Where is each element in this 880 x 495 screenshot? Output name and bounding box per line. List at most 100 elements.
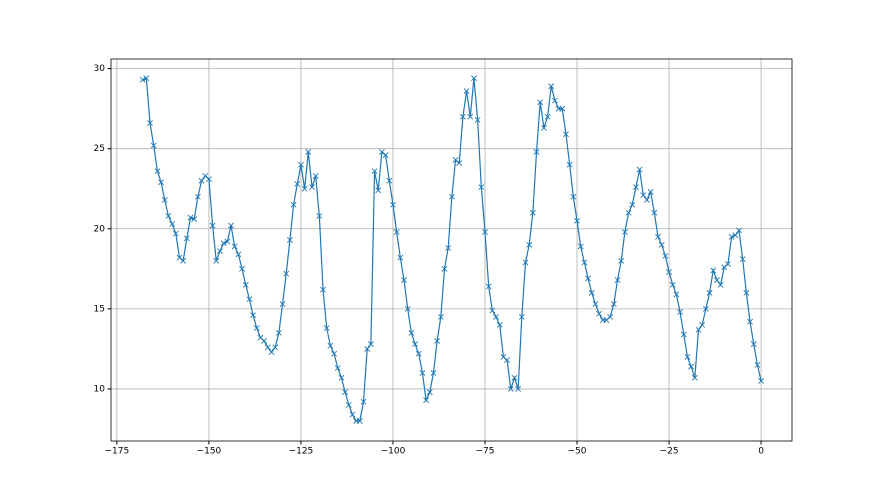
data-marker — [507, 386, 514, 392]
data-marker — [301, 185, 308, 192]
data-marker — [434, 337, 441, 344]
data-marker — [169, 221, 176, 227]
data-marker — [673, 291, 680, 298]
data-marker — [467, 113, 474, 120]
data-marker — [404, 305, 411, 312]
data-marker — [732, 232, 739, 239]
data-marker — [559, 105, 566, 112]
data-marker — [272, 344, 279, 351]
data-marker — [261, 337, 268, 344]
data-marker — [574, 217, 580, 224]
data-marker — [581, 259, 588, 266]
data-marker — [316, 213, 323, 219]
data-marker — [747, 318, 753, 325]
data-marker — [588, 289, 595, 296]
data-marker — [320, 286, 326, 293]
x-tick-label: 0 — [758, 447, 764, 457]
data-marker — [736, 227, 742, 234]
data-marker — [754, 362, 761, 368]
data-marker — [231, 243, 238, 250]
data-marker — [577, 243, 584, 250]
data-marker — [294, 181, 301, 187]
data-marker — [412, 341, 418, 348]
data-marker — [607, 313, 614, 320]
data-marker — [669, 281, 676, 288]
data-marker — [187, 214, 194, 221]
data-marker — [478, 184, 485, 191]
data-marker — [375, 187, 382, 194]
data-marker — [349, 411, 356, 418]
data-marker — [253, 325, 260, 332]
data-marker — [504, 357, 511, 364]
data-marker — [393, 229, 400, 235]
data-marker — [264, 344, 271, 351]
data-marker — [456, 160, 463, 167]
data-marker — [640, 192, 647, 199]
data-marker — [651, 209, 658, 216]
data-marker — [511, 374, 518, 381]
data-marker — [242, 281, 249, 288]
x-tick-label: −75 — [475, 447, 494, 457]
data-marker — [518, 313, 525, 320]
data-marker — [636, 166, 643, 173]
data-marker — [448, 193, 455, 200]
data-marker — [717, 281, 724, 288]
data-marker — [250, 312, 257, 319]
data-marker — [633, 184, 639, 191]
x-tick-label: −175 — [105, 447, 130, 457]
data-marker — [360, 398, 367, 405]
data-marker — [666, 269, 672, 275]
data-marker — [441, 265, 448, 272]
data-marker — [371, 168, 378, 175]
data-marker — [205, 176, 212, 183]
data-marker — [323, 325, 330, 332]
y-tick-label: 10 — [94, 384, 106, 394]
data-marker — [331, 350, 337, 357]
data-marker — [614, 277, 621, 283]
data-marker — [677, 309, 684, 315]
data-marker — [743, 289, 750, 296]
data-marker — [423, 397, 430, 404]
data-line — [142, 77, 762, 422]
data-marker — [482, 229, 488, 235]
y-tick-label: 20 — [94, 224, 106, 234]
data-marker — [154, 168, 161, 175]
data-marker — [426, 389, 433, 396]
data-marker — [621, 229, 628, 235]
data-marker — [401, 277, 407, 283]
data-marker — [610, 301, 617, 307]
data-marker — [161, 197, 168, 203]
data-marker — [382, 152, 389, 159]
data-marker — [390, 201, 396, 208]
x-tick-label: −25 — [660, 447, 679, 457]
data-marker — [367, 341, 374, 348]
data-marker — [629, 201, 636, 208]
data-marker — [592, 301, 599, 307]
data-marker — [342, 389, 349, 396]
data-marker — [194, 193, 201, 200]
data-marker — [386, 177, 393, 184]
data-marker — [548, 83, 555, 90]
data-marker — [684, 353, 691, 360]
x-tick-label: −150 — [197, 447, 222, 457]
data-marker — [728, 233, 735, 240]
data-marker — [522, 259, 529, 266]
data-marker — [445, 245, 452, 251]
data-marker — [537, 99, 544, 106]
data-marker — [702, 305, 709, 312]
data-marker — [239, 265, 245, 272]
x-tick-label: −50 — [568, 447, 587, 457]
data-marker — [191, 216, 198, 223]
data-marker — [725, 261, 731, 267]
data-marker — [713, 277, 720, 283]
data-marker — [356, 418, 363, 424]
data-marker — [529, 209, 536, 216]
data-marker — [625, 209, 632, 216]
data-marker — [658, 241, 665, 248]
data-marker — [279, 301, 286, 307]
data-marker — [305, 148, 312, 155]
data-marker — [158, 179, 164, 186]
data-marker — [397, 254, 404, 261]
data-marker — [706, 289, 713, 296]
